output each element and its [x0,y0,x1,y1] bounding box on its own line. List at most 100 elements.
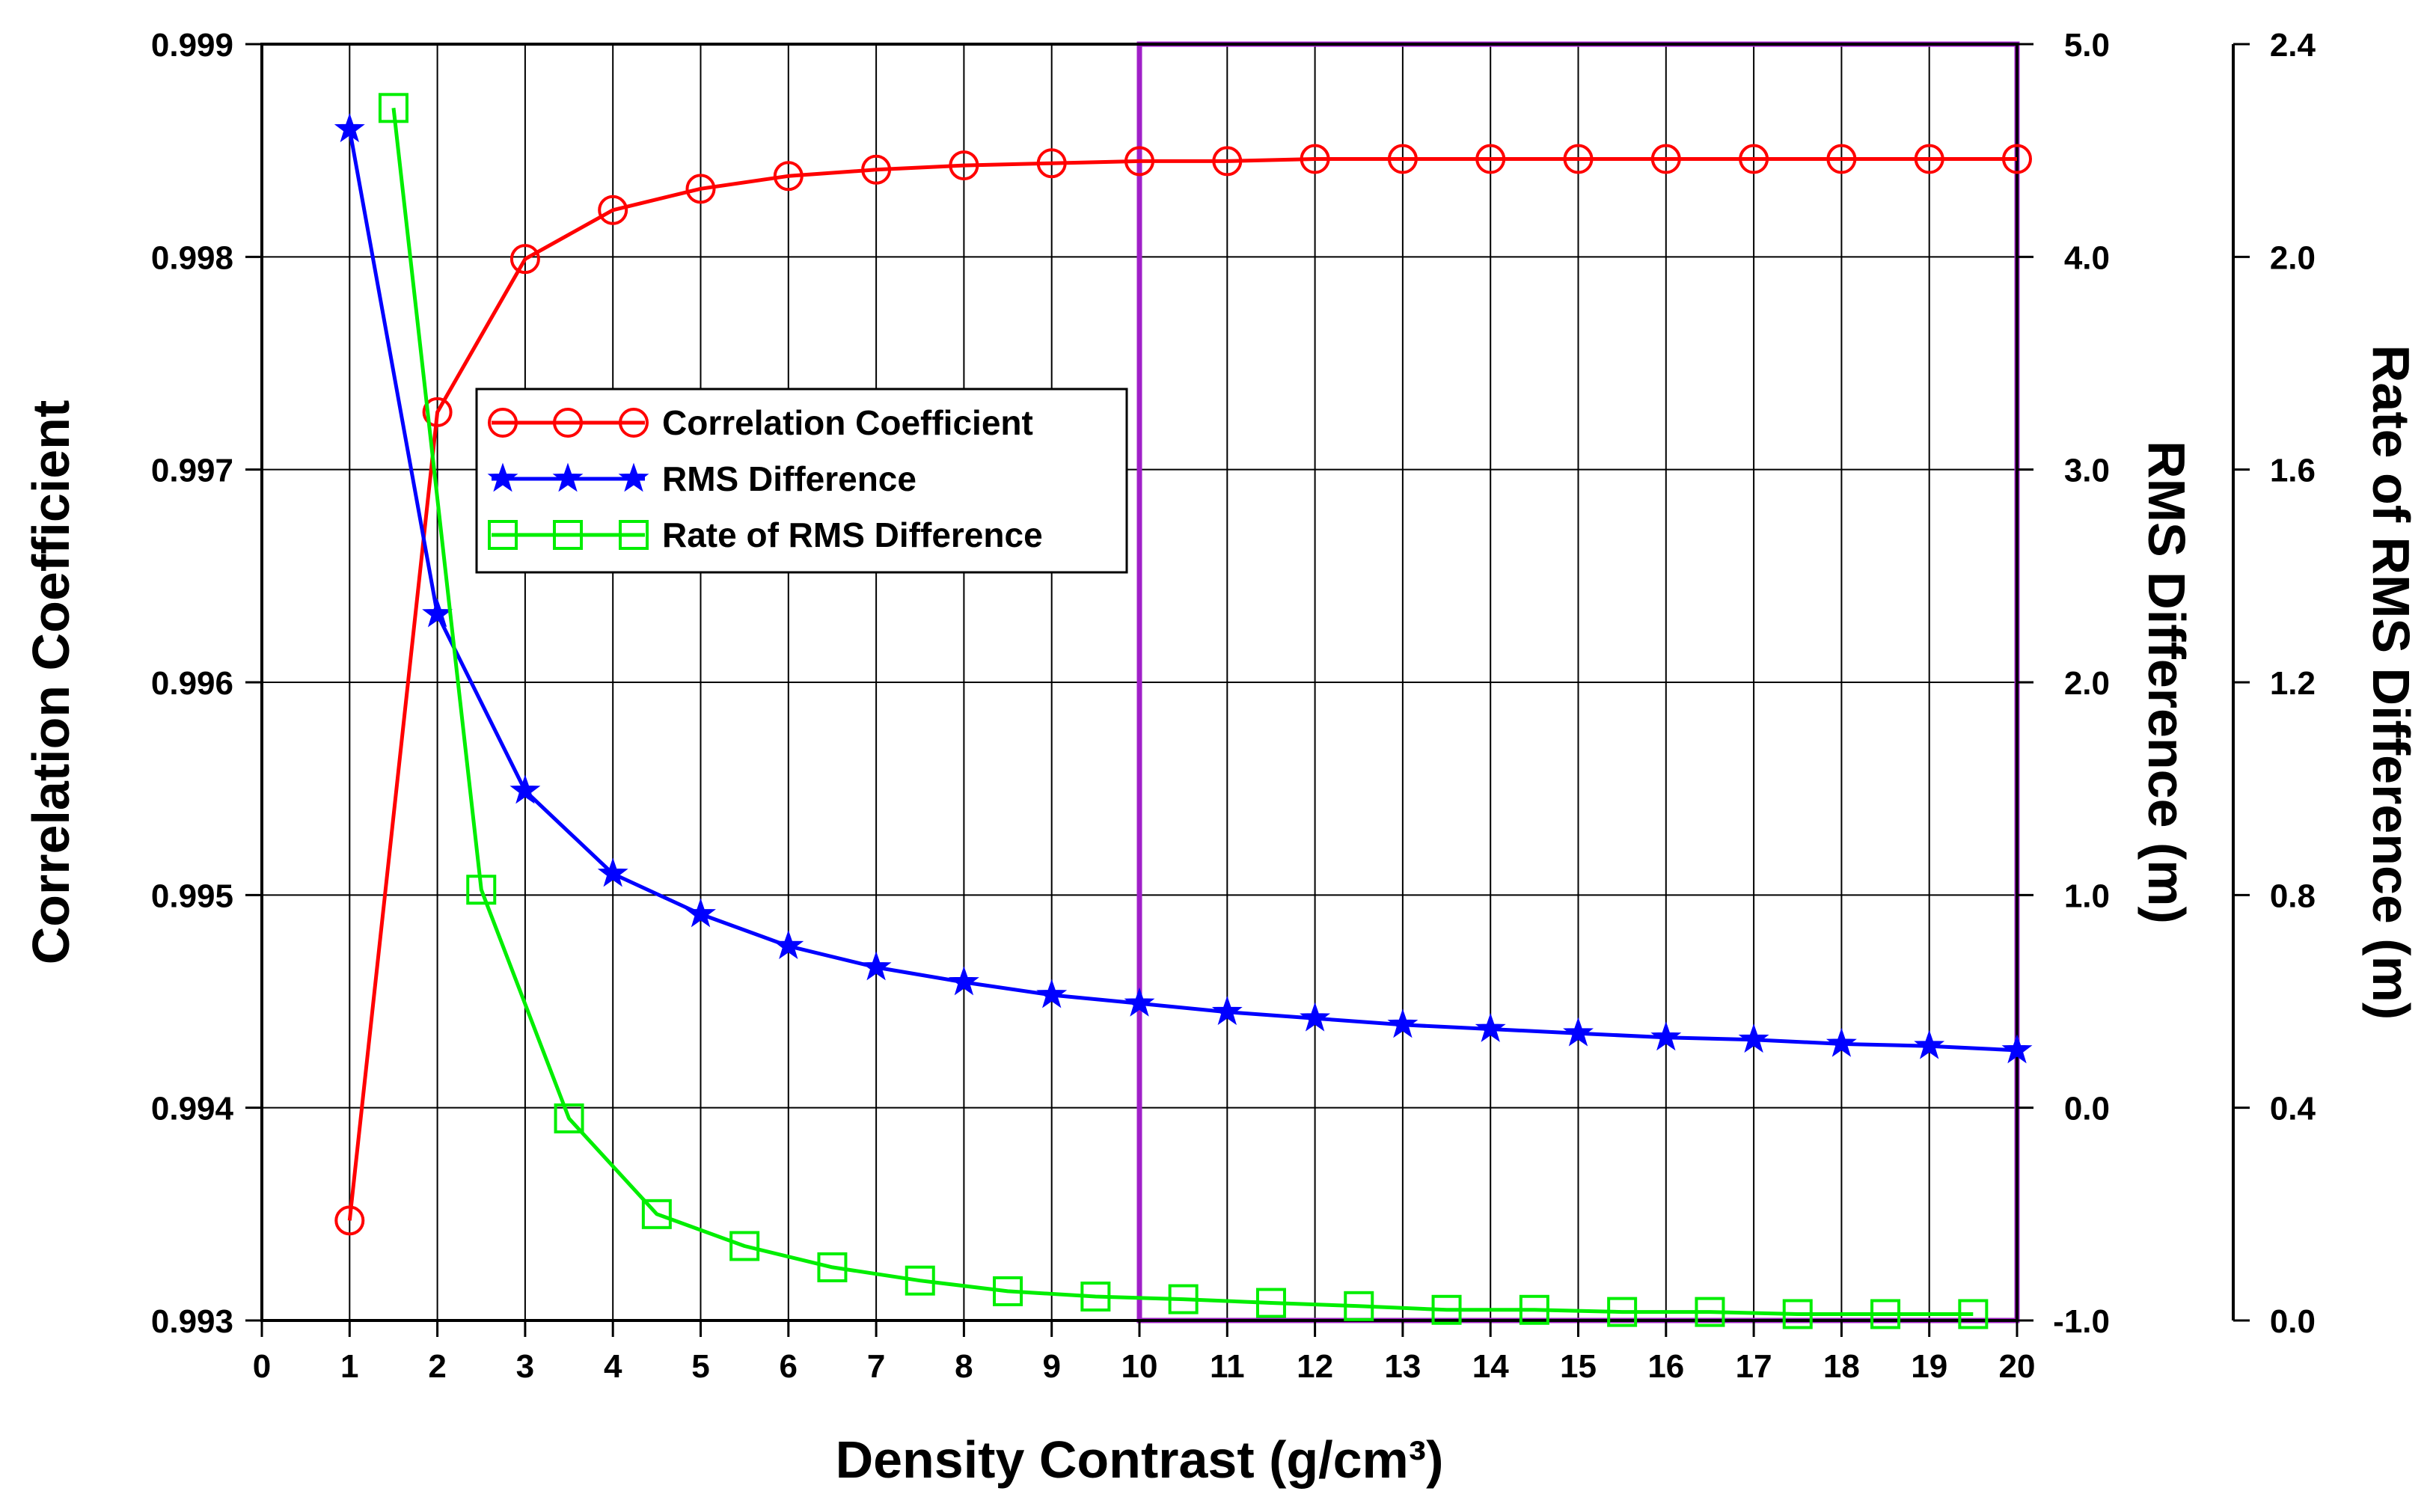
rms-point [1738,1023,1769,1053]
y-right1-tick-label: 3.0 [2064,453,2110,489]
x-tick-label: 4 [604,1348,622,1385]
legend-marker [618,462,649,492]
correlation-point [1650,144,1681,174]
legend-marker [488,520,518,550]
rate-point [1519,1294,1549,1325]
rms-point [773,930,804,960]
rate-point [817,1252,848,1282]
x-tick-label: 10 [1121,1348,1158,1385]
rms-point [1300,1002,1331,1032]
axes: 0 1 2 3 4 5 6 7 8 9 10 11 12 13 14 15 16 17 18 19 200.9930.9… [151,27,2316,1385]
correlation-point [598,195,628,225]
rms-point [509,774,541,804]
legend-marker [552,462,584,492]
rms-point [1826,1027,1857,1057]
legend-marker [487,462,518,492]
rate-point [729,1231,760,1261]
y-right1-tick-label: 5.0 [2064,27,2110,64]
rate-point [1607,1297,1638,1327]
series-2 [378,93,1989,1329]
rate-point [641,1199,672,1229]
x-tick-label: 3 [516,1348,534,1385]
legend-marker [619,408,649,438]
x-tick-label: 11 [1210,1348,1245,1385]
rms-point [334,113,365,143]
legend-item-rms: RMS Difference [487,459,916,498]
correlation-point [509,244,540,275]
rate-point [1695,1297,1725,1327]
legend-label-rms: RMS Difference [662,459,916,498]
y-left-tick-label: 0.996 [151,665,233,702]
x-tick-label: 12 [1297,1348,1333,1385]
rms-point [2001,1034,2033,1064]
legend-marker [619,520,649,550]
x-tick-label: 19 [1911,1348,1947,1385]
rms-line [347,129,2018,1053]
legend-symbol-rate [488,520,649,550]
series-1 [334,113,2033,1064]
y-right2-tick-label: 2.4 [2270,27,2316,64]
correlation-point [1739,144,1769,174]
y-axis-left-title: Correlation Coefficient [22,400,80,965]
correlation-point [861,154,892,185]
correlation-point [1475,144,1506,174]
y-axis-right2-title: Rate of RMS Difference (m) [2362,345,2420,1020]
rate-point [1255,1288,1286,1318]
rms-point [597,857,628,887]
rate-point [1080,1282,1111,1312]
x-tick-label: 7 [867,1348,885,1385]
correlation-point [1563,144,1594,174]
legend-symbol-correlation [488,408,649,438]
legend-marker [488,408,518,438]
legend-symbol-rms [487,462,649,492]
rate-point [905,1265,935,1296]
rms-point [948,966,979,996]
correlation-point [773,161,804,192]
y-left-tick-label: 0.994 [151,1091,234,1127]
correlation-point [422,397,453,427]
correlation-point [1300,144,1330,174]
series-layer [334,93,2033,1329]
x-tick-label: 5 [691,1348,709,1385]
y-right1-tick-label: 4.0 [2064,239,2110,276]
rate-point [1958,1299,1989,1329]
legend-marker [553,408,583,438]
rms-point [1124,987,1155,1017]
rate-point [1344,1291,1374,1321]
correlation-point [949,150,979,181]
legend-item-correlation: Correlation Coefficient [488,403,1033,442]
y-right2-tick-label: 1.2 [2270,665,2316,702]
x-tick-label: 17 [1736,1348,1772,1385]
x-tick-label: 15 [1560,1348,1597,1385]
legend-marker [553,520,583,550]
rate-line [391,108,1974,1316]
x-tick-label: 13 [1384,1348,1421,1385]
correlation-point [2002,144,2032,174]
y-right2-tick-label: 0.4 [2270,1091,2316,1127]
y-right2-tick-label: 1.6 [2270,453,2316,489]
y-right1-tick-label: 2.0 [2064,665,2110,702]
rms-point [1475,1012,1506,1042]
x-tick-label: 20 [1999,1348,2036,1385]
rate-point [1168,1284,1199,1314]
correlation-point [334,1205,365,1236]
y-right2-tick-label: 0.0 [2270,1303,2316,1340]
correlation-point [1124,146,1154,177]
correlation-point [1826,144,1857,174]
y-right2-tick-label: 2.0 [2270,239,2316,276]
x-axis-title: Density Contrast (g/cm³) [836,1430,1444,1489]
x-tick-label: 6 [780,1348,798,1385]
correlation-point [1036,148,1067,179]
rms-point [860,951,892,981]
y-left-tick-label: 0.998 [151,239,233,276]
x-tick-label: 0 [253,1348,271,1385]
y-right2-tick-label: 0.8 [2270,878,2316,914]
y-right1-tick-label: 1.0 [2064,878,2110,914]
rms-point [1563,1017,1594,1047]
x-tick-label: 16 [1647,1348,1684,1385]
y-right1-tick-label: 0.0 [2064,1091,2110,1127]
x-tick-label: 2 [428,1348,446,1385]
rate-point [466,875,497,905]
